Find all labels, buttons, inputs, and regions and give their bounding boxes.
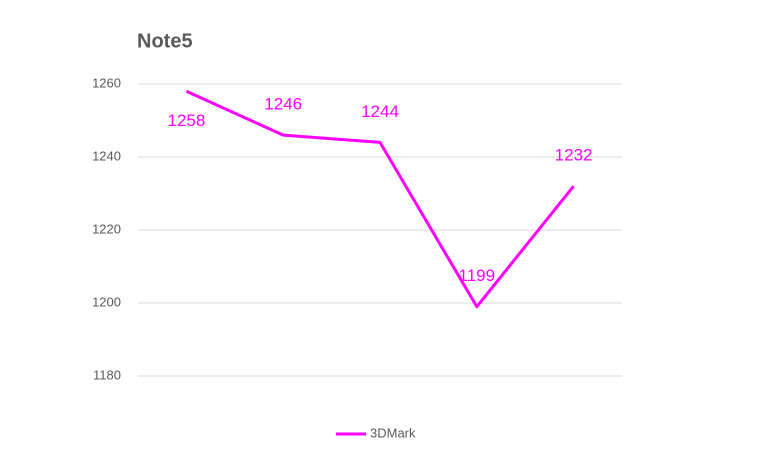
legend-label: 3DMark [370,425,416,440]
data-label: 1232 [555,146,593,165]
y-tick-label: 1180 [93,367,121,382]
y-tick-label: 1260 [92,75,121,90]
data-line [185,89,575,309]
data-label: 1244 [361,102,399,121]
y-tick-label: 1240 [92,148,121,163]
chart-title: Note5 [137,30,193,52]
y-tick-label: 1220 [92,221,121,236]
data-label: 1199 [459,266,496,285]
y-tick-label: 1200 [92,294,121,309]
data-label: 1246 [264,95,302,114]
data-label: 1258 [167,111,205,130]
